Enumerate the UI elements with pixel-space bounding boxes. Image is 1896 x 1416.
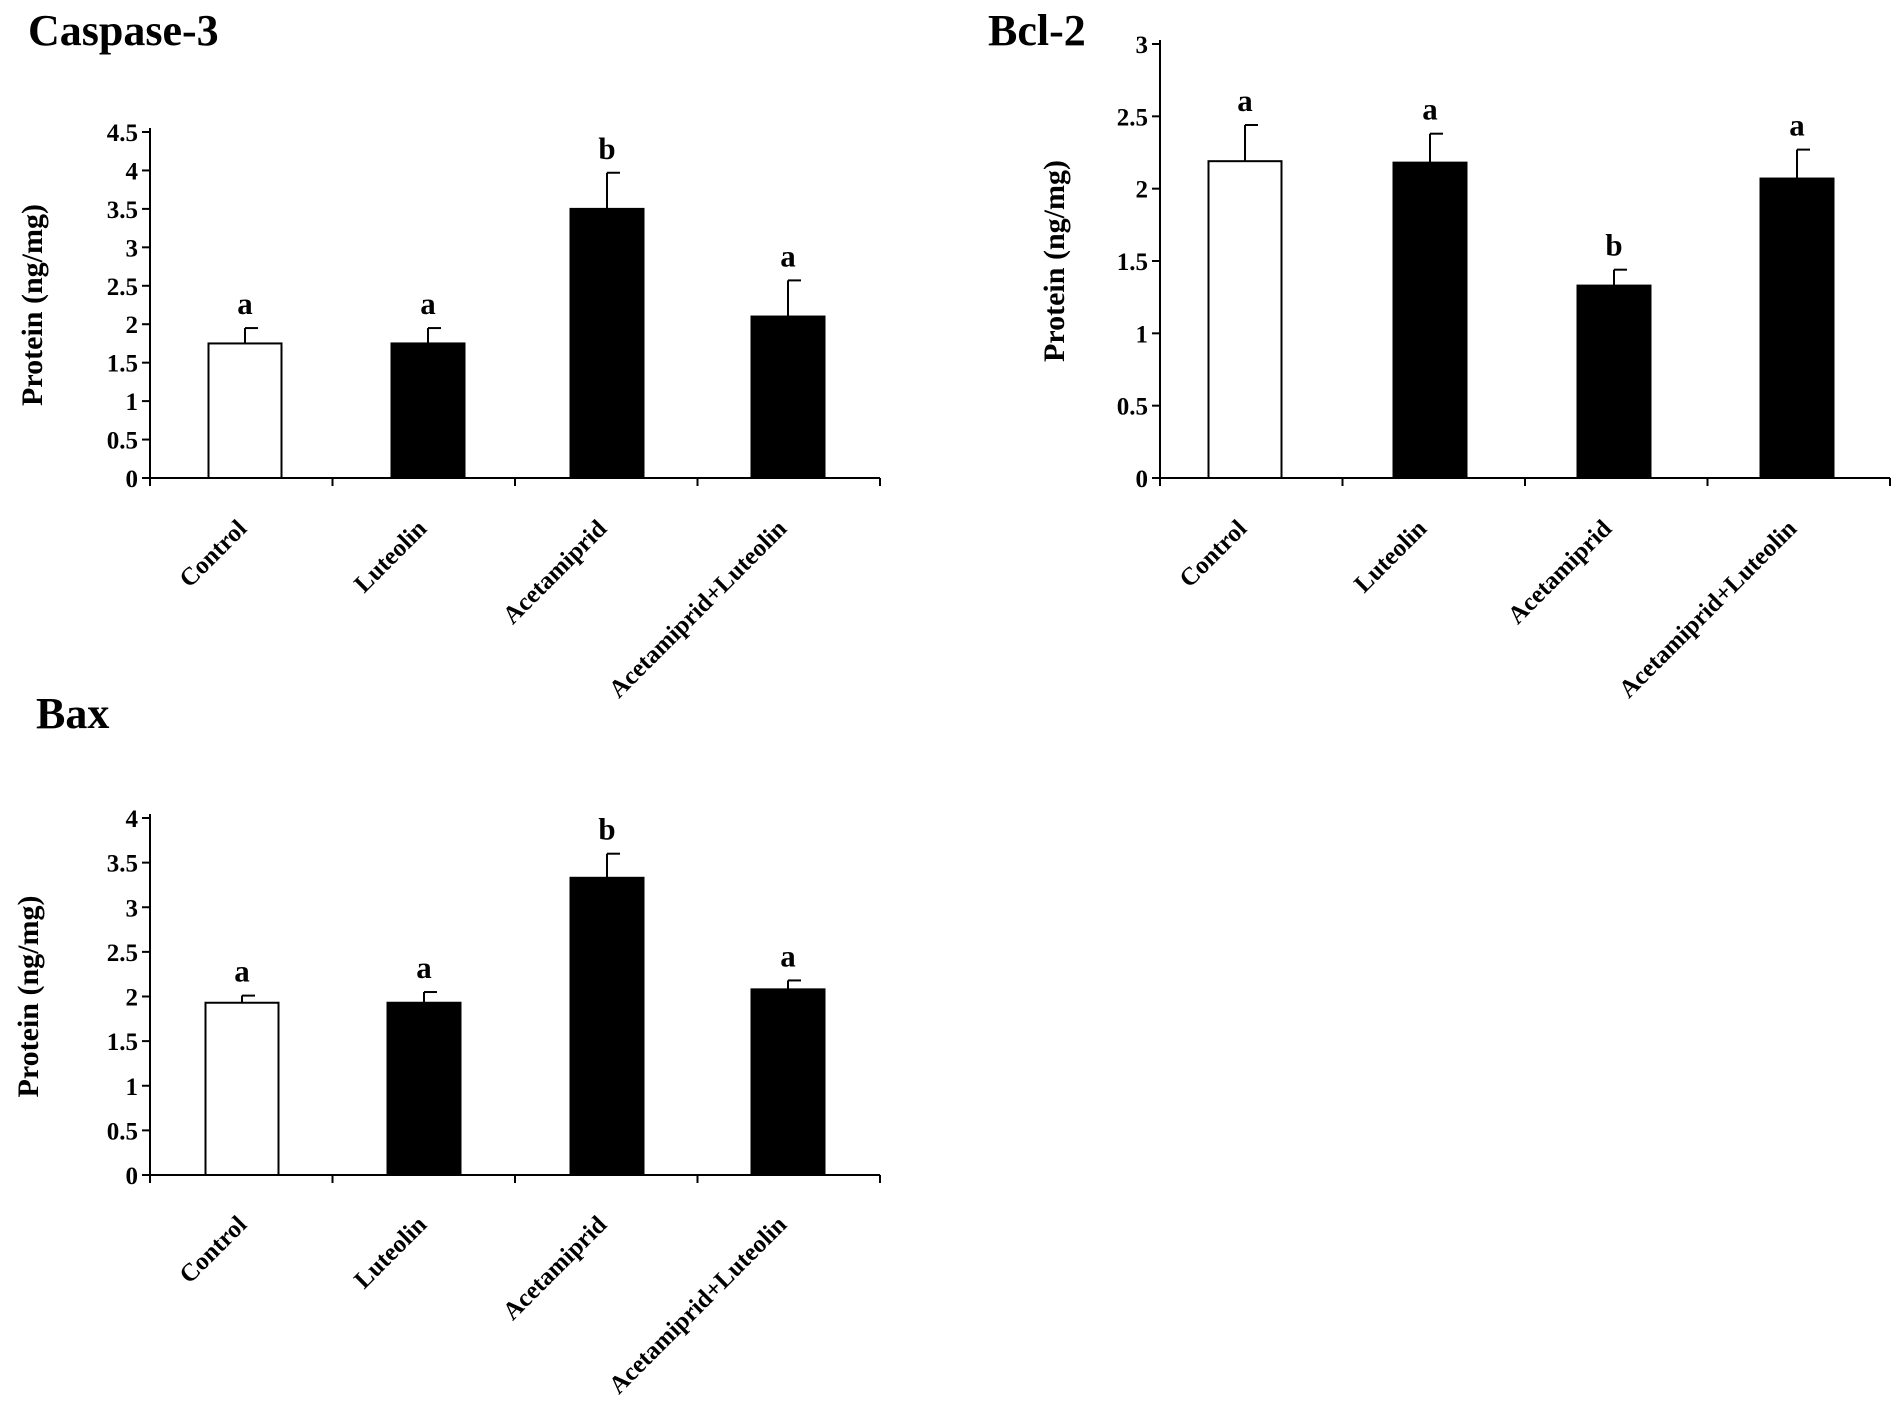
y-tick-label: 2 [126, 985, 139, 1012]
bar [390, 342, 466, 480]
y-tick-label: 4.5 [107, 120, 138, 147]
y-tick-label: 1 [1136, 321, 1149, 348]
y-tick-label: 1 [126, 389, 139, 416]
bar [750, 315, 826, 479]
bar [207, 342, 283, 480]
x-tick-label: Acetamiprid+Luteolin [604, 515, 792, 703]
chart-title: Bax [36, 689, 109, 738]
y-tick-label: 2 [1136, 177, 1149, 204]
bar [1759, 177, 1835, 479]
y-tick-label: 1.5 [107, 1029, 138, 1056]
x-tick-label: Control [1175, 515, 1253, 593]
bar [1207, 160, 1283, 479]
y-tick-label: 4 [126, 806, 139, 833]
y-tick-label: 2.5 [107, 274, 138, 301]
x-tick-label: Acetamiprid [498, 515, 612, 629]
significance-label: a [1789, 108, 1805, 143]
x-tick-label: Luteolin [349, 515, 432, 598]
x-tick-label: Luteolin [349, 1211, 432, 1294]
significance-label: a [780, 238, 796, 273]
significance-label: a [420, 286, 436, 321]
y-tick-label: 0.5 [1117, 394, 1148, 421]
significance-label: a [416, 950, 432, 985]
chart-panel: Caspase-3 Protein (ng/mg) 0 0.5 1 1.5 2 2.5 3 3.5… [16, 6, 881, 703]
y-axis-label: Protein (ng/mg) [16, 204, 49, 406]
bar [750, 988, 826, 1176]
bar [569, 207, 645, 479]
bar [569, 876, 645, 1176]
y-tick-label: 0.5 [107, 1118, 138, 1145]
chart-title: Caspase-3 [28, 6, 219, 55]
y-tick-label: 3 [1136, 32, 1149, 59]
significance-label: b [598, 812, 615, 847]
y-tick-label: 0.5 [107, 428, 138, 455]
y-tick-label: 1.5 [107, 351, 138, 378]
significance-label: a [780, 938, 796, 973]
bar [386, 1001, 462, 1176]
bar [204, 1001, 280, 1176]
y-tick-label: 2.5 [107, 940, 138, 967]
significance-label: a [237, 286, 253, 321]
y-tick-label: 2.5 [1117, 104, 1148, 131]
x-tick-label: Control [175, 515, 253, 593]
y-tick-label: 3.5 [107, 197, 138, 224]
x-tick-label: Luteolin [1349, 515, 1432, 598]
y-tick-label: 3.5 [107, 851, 138, 878]
chart-panel: Bcl-2 Protein (ng/mg) 0 0.5 1 1.5 2 2.5 3 a Contro… [988, 6, 1891, 703]
y-tick-label: 1 [126, 1074, 139, 1101]
y-tick-label: 3 [126, 895, 139, 922]
significance-label: a [234, 954, 250, 989]
x-tick-label: Acetamiprid+Luteolin [1614, 515, 1802, 703]
significance-label: b [1605, 228, 1622, 263]
significance-label: a [1422, 92, 1438, 127]
y-tick-label: 1.5 [1117, 249, 1148, 276]
y-tick-label: 3 [126, 235, 139, 262]
bar [1392, 161, 1468, 479]
chart-title: Bcl-2 [988, 6, 1086, 55]
significance-label: b [598, 131, 615, 166]
x-tick-label: Acetamiprid+Luteolin [604, 1211, 792, 1399]
chart-panel: Bax Protein (ng/mg) 0 0.5 1 1.5 2 2.5 3 3.5 4 a Cont… [12, 689, 881, 1399]
y-tick-label: 4 [126, 158, 139, 185]
y-tick-label: 0 [1136, 466, 1149, 493]
x-tick-label: Control [175, 1211, 253, 1289]
x-tick-label: Acetamiprid [498, 1211, 612, 1325]
y-tick-label: 2 [126, 312, 139, 339]
y-axis-label: Protein (ng/mg) [12, 896, 45, 1098]
y-axis-label: Protein (ng/mg) [1038, 160, 1071, 362]
bar [1576, 284, 1652, 479]
y-tick-label: 0 [126, 466, 139, 493]
y-tick-label: 0 [126, 1163, 139, 1190]
x-tick-label: Acetamiprid [1503, 515, 1617, 629]
significance-label: a [1237, 83, 1253, 118]
